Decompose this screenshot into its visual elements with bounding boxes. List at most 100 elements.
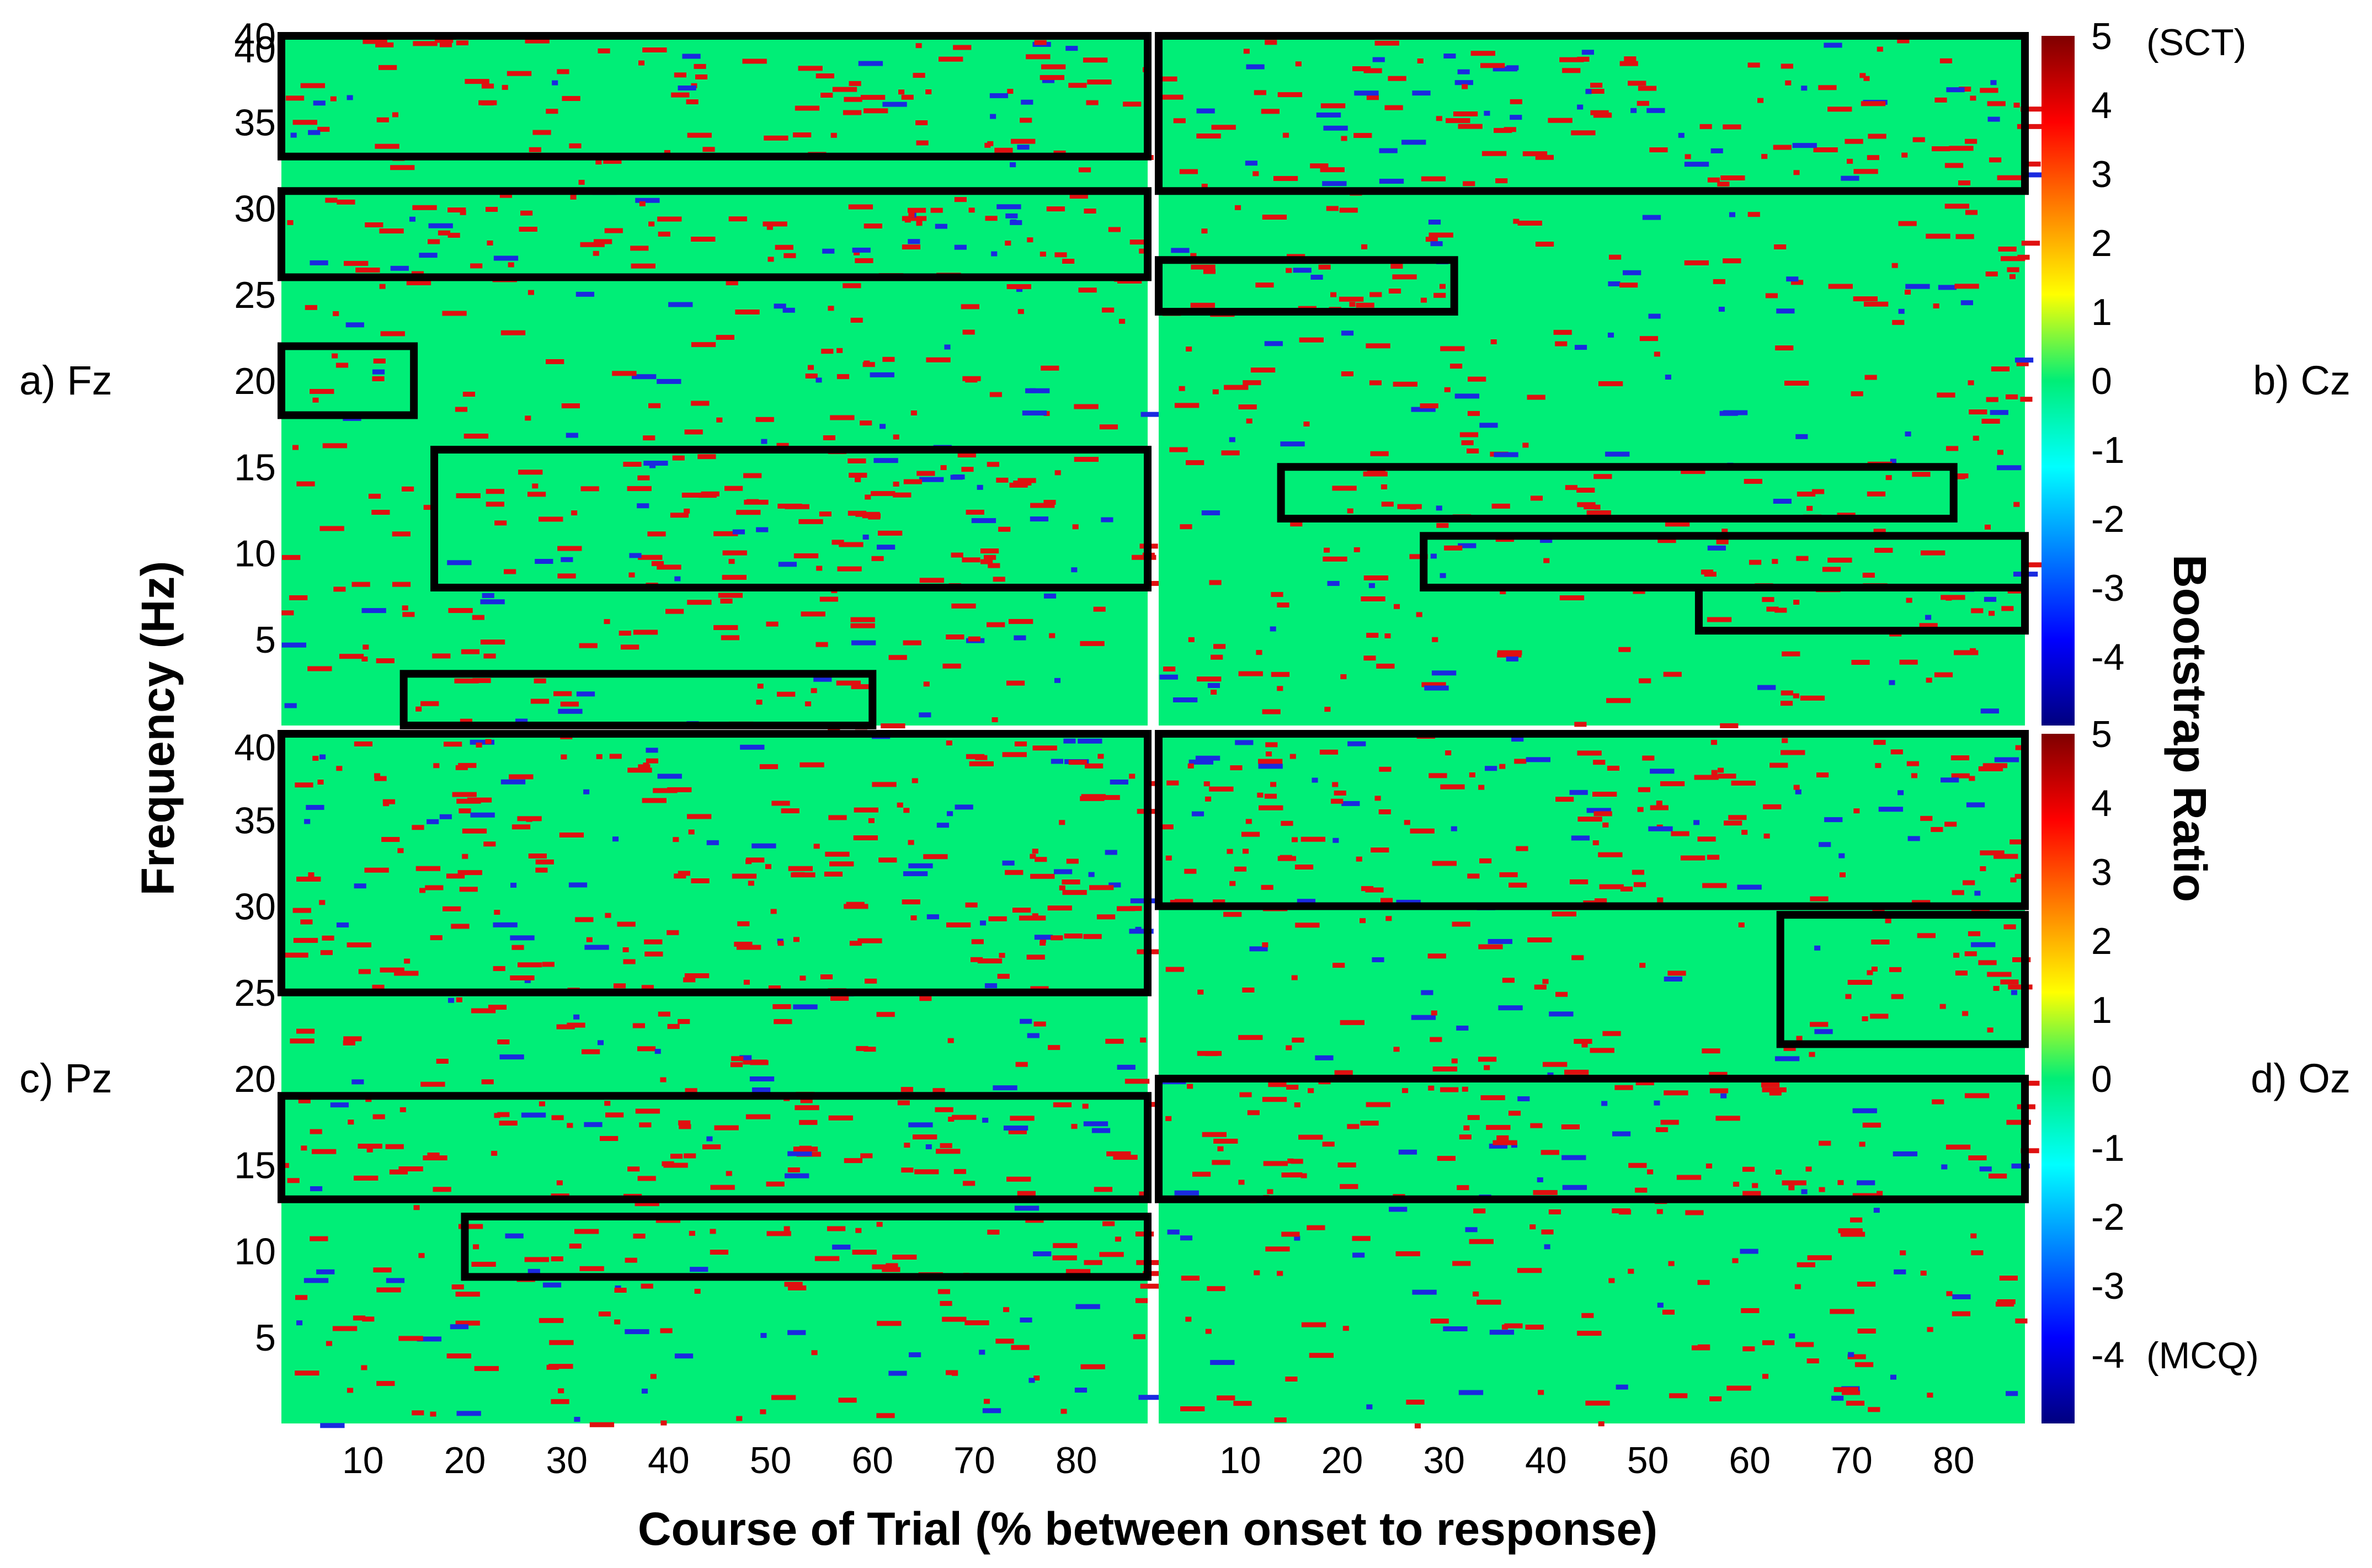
- positive-cell: [1989, 611, 1995, 616]
- positive-cell: [1586, 88, 1605, 94]
- positive-cell: [735, 309, 760, 314]
- positive-cell: [783, 253, 796, 258]
- positive-cell: [1619, 61, 1638, 66]
- negative-cell: [1315, 1055, 1334, 1060]
- positive-cell: [897, 1100, 910, 1106]
- positive-cell: [483, 653, 496, 659]
- positive-cell: [596, 754, 603, 759]
- positive-cell: [1987, 972, 2012, 977]
- positive-cell: [1970, 1233, 1977, 1239]
- positive-cell: [1369, 380, 1382, 386]
- negative-cell: [1088, 872, 1095, 877]
- negative-cell: [1188, 759, 1214, 765]
- positive-cell: [500, 330, 526, 335]
- positive-cell: [504, 569, 516, 574]
- positive-cell: [1005, 241, 1011, 246]
- y-tick-label: 20: [234, 1058, 276, 1100]
- positive-cell: [830, 132, 837, 138]
- negative-cell: [1174, 1190, 1199, 1196]
- positive-cell: [332, 1326, 358, 1331]
- negative-cell: [542, 1282, 562, 1288]
- positive-cell: [560, 701, 579, 707]
- positive-cell: [1529, 1224, 1536, 1230]
- positive-cell: [1543, 558, 1550, 563]
- negative-cell: [1065, 46, 1078, 51]
- positive-cell: [430, 935, 443, 941]
- positive-cell: [1286, 1085, 1299, 1090]
- positive-cell: [292, 445, 299, 450]
- positive-cell: [1769, 1090, 1782, 1096]
- negative-cell: [347, 95, 353, 100]
- negative-cell: [1526, 757, 1550, 762]
- positive-cell: [637, 1046, 656, 1052]
- positive-cell: [798, 519, 823, 524]
- positive-cell: [1341, 371, 1354, 377]
- positive-cell: [2015, 745, 2022, 750]
- positive-cell: [1202, 1132, 1227, 1137]
- negative-cell: [706, 840, 719, 845]
- positive-cell: [1286, 1045, 1292, 1050]
- positive-cell: [1277, 1271, 1283, 1276]
- positive-cell: [471, 1262, 496, 1267]
- negative-cell: [439, 814, 452, 819]
- positive-cell: [1436, 522, 1449, 528]
- positive-cell: [1035, 857, 1047, 862]
- positive-cell: [799, 1145, 812, 1151]
- positive-cell: [2007, 267, 2019, 273]
- positive-cell: [962, 557, 980, 563]
- positive-cell: [2021, 1080, 2040, 1086]
- positive-cell: [1775, 1169, 1782, 1175]
- positive-cell: [1707, 855, 1720, 860]
- positive-cell: [721, 635, 740, 641]
- positive-cell: [1527, 394, 1545, 400]
- positive-cell: [1467, 448, 1479, 454]
- positive-cell: [1684, 260, 1709, 265]
- positive-cell: [820, 93, 833, 98]
- positive-cell: [1256, 650, 1262, 655]
- positive-cell: [1332, 963, 1345, 968]
- positive-cell: [886, 1263, 898, 1268]
- positive-cell: [1493, 1140, 1517, 1145]
- positive-cell: [1366, 632, 1379, 638]
- positive-cell: [1970, 95, 1976, 101]
- positive-cell: [1685, 1210, 1704, 1215]
- positive-cell: [567, 1123, 573, 1128]
- negative-cell: [470, 739, 494, 745]
- positive-cell: [1608, 1278, 1615, 1283]
- positive-cell: [1352, 66, 1371, 72]
- negative-cell: [1354, 90, 1379, 96]
- negative-cell: [1831, 1395, 1844, 1401]
- positive-cell: [912, 778, 918, 783]
- positive-cell: [799, 1119, 818, 1125]
- positive-cell: [1668, 1261, 1675, 1266]
- positive-cell: [1593, 811, 1612, 817]
- positive-cell: [939, 56, 963, 62]
- positive-cell: [448, 608, 473, 614]
- positive-cell: [455, 1292, 480, 1297]
- positive-cell: [1944, 204, 1970, 209]
- positive-cell: [793, 937, 799, 942]
- positive-cell: [2006, 1119, 2031, 1125]
- negative-cell: [1740, 1249, 1758, 1254]
- positive-cell: [722, 550, 747, 556]
- negative-cell: [1540, 537, 1553, 543]
- negative-cell: [1368, 583, 1375, 588]
- positive-cell: [992, 717, 998, 723]
- negative-cell: [284, 703, 297, 708]
- positive-cell: [1084, 1260, 1102, 1265]
- positive-cell: [940, 1300, 952, 1306]
- positive-cell: [1702, 883, 1727, 888]
- positive-cell: [1385, 916, 1392, 921]
- positive-cell: [1827, 106, 1852, 112]
- positive-cell: [412, 205, 437, 210]
- positive-cell: [1310, 163, 1329, 169]
- positive-cell: [458, 1224, 483, 1229]
- positive-cell: [1473, 1291, 1479, 1297]
- positive-cell: [1161, 824, 1174, 830]
- positive-cell: [375, 42, 394, 47]
- negative-cell: [1372, 957, 1384, 963]
- positive-cell: [1911, 773, 1917, 778]
- positive-cell: [1257, 759, 1283, 764]
- panel-cpz: c) Pz: [19, 730, 1168, 1428]
- positive-cell: [1309, 1353, 1334, 1358]
